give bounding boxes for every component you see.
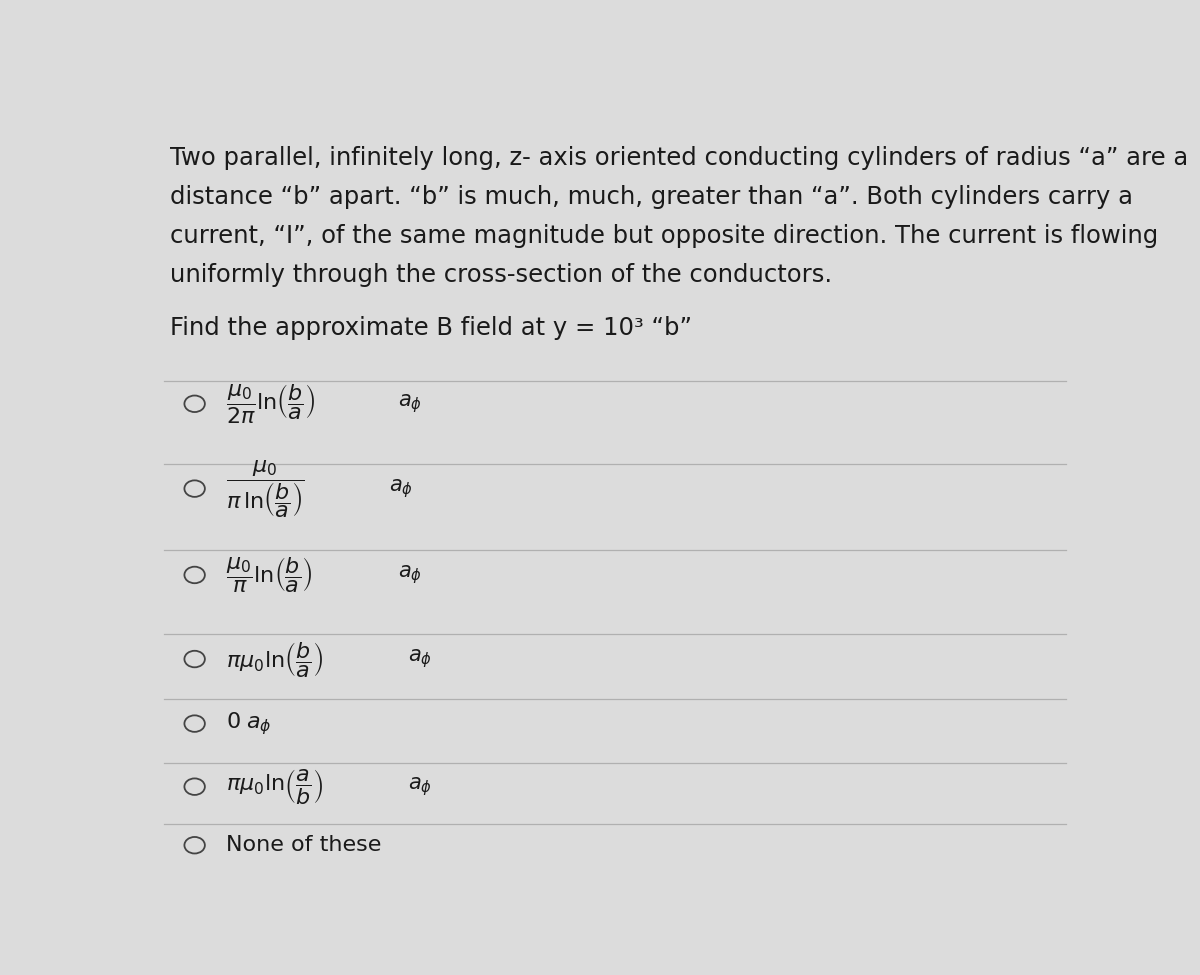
Text: $0\;a_\phi$: $0\;a_\phi$ (227, 710, 271, 737)
Text: uniformly through the cross-section of the conductors.: uniformly through the cross-section of t… (170, 262, 833, 287)
Text: $a_\phi$: $a_\phi$ (398, 564, 422, 586)
Text: $\dfrac{\mu_0}{\pi}\ln\!\left(\dfrac{b}{a}\right)$: $\dfrac{\mu_0}{\pi}\ln\!\left(\dfrac{b}{… (227, 556, 313, 595)
Text: $a_\phi$: $a_\phi$ (408, 775, 432, 799)
Text: Find the approximate B field at y = 10³ “b”: Find the approximate B field at y = 10³ … (170, 316, 692, 340)
Text: current, “I”, of the same magnitude but opposite direction. The current is flowi: current, “I”, of the same magnitude but … (170, 223, 1159, 248)
Text: $a_\phi$: $a_\phi$ (398, 392, 422, 415)
Text: $a_\phi$: $a_\phi$ (408, 647, 432, 671)
Text: distance “b” apart. “b” is much, much, greater than “a”. Both cylinders carry a: distance “b” apart. “b” is much, much, g… (170, 184, 1134, 209)
Text: Two parallel, infinitely long, z- axis oriented conducting cylinders of radius “: Two parallel, infinitely long, z- axis o… (170, 145, 1189, 170)
Text: None of these: None of these (227, 836, 382, 855)
Text: $a_\phi$: $a_\phi$ (389, 477, 413, 500)
Text: $\pi\mu_0\ln\!\left(\dfrac{b}{a}\right)$: $\pi\mu_0\ln\!\left(\dfrac{b}{a}\right)$ (227, 640, 323, 679)
Text: $\dfrac{\mu_0}{\pi\,\ln\!\left(\dfrac{b}{a}\right)}$: $\dfrac{\mu_0}{\pi\,\ln\!\left(\dfrac{b}… (227, 457, 305, 520)
Text: $\dfrac{\mu_0}{2\pi}\ln\!\left(\dfrac{b}{a}\right)$: $\dfrac{\mu_0}{2\pi}\ln\!\left(\dfrac{b}… (227, 382, 316, 425)
Text: $\pi\mu_0\ln\!\left(\dfrac{a}{b}\right)$: $\pi\mu_0\ln\!\left(\dfrac{a}{b}\right)$ (227, 767, 323, 806)
